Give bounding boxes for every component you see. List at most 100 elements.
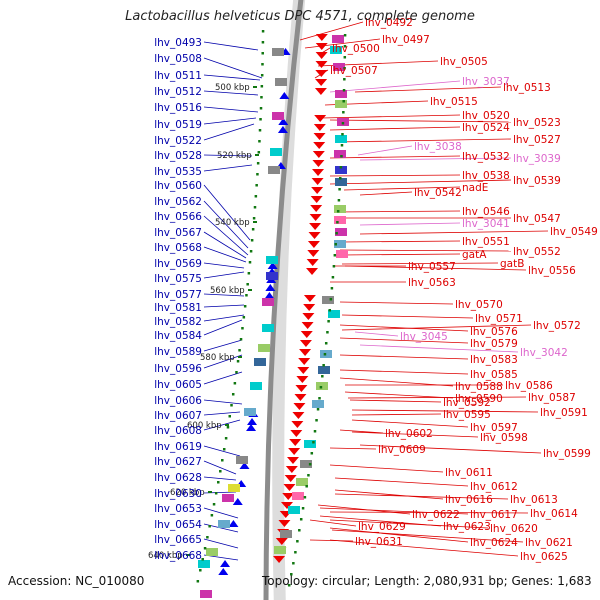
reverse-gene-arrow [313,142,326,149]
scale-tick [253,86,257,88]
gene-block [236,456,248,464]
gene-block [288,506,300,514]
gene-features [198,34,349,598]
leader-line [331,529,524,543]
ring-dot [260,74,264,77]
left-gene-labels: lhv_0493 lhv_0508 lhv_0511 lhv_0512 lhv_0516… [154,37,202,562]
leader-line [203,246,247,263]
forward-gene-arrow [239,462,250,469]
ring-dot [312,441,315,444]
right-gene-label-lhv-0629: lhv_0629 [358,521,406,533]
ring-dot [210,514,214,517]
reverse-gene-arrow [288,448,301,455]
right-gene-label-lhv-0538: lhv_0538 [462,170,510,182]
gene-block [335,135,347,143]
reverse-gene-arrow [282,493,295,500]
left-gene-label-lhv-0560: lhv_0560 [154,180,202,192]
forward-gene-arrow [218,568,229,575]
leader-line [304,38,381,49]
reverse-gene-arrow [285,466,298,473]
reverse-gene-arrow [301,322,314,329]
right-gene-label-lhv-0556: lhv_0556 [528,265,576,277]
scale-tick [208,491,212,493]
ring-dot [228,415,232,418]
ring-dot [247,272,251,275]
leader-line [334,477,469,487]
leader-line [329,539,519,557]
leader-line [203,57,263,79]
forward-gene-arrow [265,284,276,291]
ring-dot [338,188,341,191]
ring-dot [292,562,295,565]
leader-line [203,293,245,297]
reverse-gene-arrow [284,475,297,482]
scale-label-520-kbp: 520 kbp [217,151,252,161]
gene-block [266,256,278,264]
leader-line [339,429,384,434]
left-gene-label-lhv-0665: lhv_0665 [154,534,202,546]
reverse-gene-arrow [314,115,327,122]
leader-line [203,339,243,352]
left-gene-label-lhv-0596: lhv_0596 [154,363,202,375]
reverse-gene-arrow [310,205,323,212]
reverse-gene-arrow [312,169,325,176]
ring-dot [327,320,330,323]
ring-dot [261,30,265,33]
left-gene-label-lhv-0589: lhv_0589 [154,346,202,358]
gene-block [304,440,316,448]
scale-tick [238,356,242,358]
right-gene-label-lhv-0492: lhv_0492 [365,17,413,29]
left-gene-label-lhv-0584: lhv_0584 [154,330,202,342]
right-gene-label-lhv-0515: lhv_0515 [430,96,478,108]
reverse-gene-arrow [306,259,319,266]
right-gene-label-lhv-0546: lhv_0546 [462,206,510,218]
reverse-gene-arrow [302,313,315,320]
leader-line [329,527,469,543]
leader-line [309,519,357,527]
scale-tick [255,154,259,156]
right-gene-label-lhv-0524: lhv_0524 [462,122,510,134]
left-gene-label-lhv-0630: lhv_0630 [154,488,202,500]
right-gene-label-lhv-0587: lhv_0587 [528,392,576,404]
leader-line [329,126,461,131]
leader-line [299,21,364,41]
leader-line [359,230,549,235]
leader-line [329,179,512,185]
right-gene-label-lhv-0631: lhv_0631 [355,536,403,548]
leader-line [335,210,461,213]
ring-dot [303,496,307,499]
ring-dot [259,107,263,110]
left-gene-label-lhv-0575: lhv_0575 [154,273,202,285]
right-gene-label-lhv-0542: lhv_0542 [414,187,462,199]
gene-block [334,150,346,158]
forward-gene-arrow [232,498,243,505]
ring-dot [241,327,244,330]
leader-line [203,460,237,475]
reverse-gene-arrow [296,376,309,383]
reverse-gene-arrow [283,484,296,491]
scale-label-580-kbp: 580 kbp [200,353,235,363]
ring-dot [343,34,347,37]
gene-block [336,250,348,258]
forward-gene-arrow [247,418,258,425]
leader-line [203,304,245,308]
gene-block [254,358,266,366]
reverse-gene-arrow [315,61,328,68]
left-gene-label-lhv-0607: lhv_0607 [154,410,202,422]
right-gene-label-lhv-0595: lhv_0595 [443,409,491,421]
reverse-gene-arrow [303,304,316,311]
leader-line [203,507,239,519]
scale-label-640-kbp: 640 kbp [148,551,183,561]
reverse-gene-arrow [307,250,320,257]
gene-block [206,548,218,556]
gene-block [268,166,280,174]
gene-block [335,178,347,186]
left-gene-label-lhv-0567: lhv_0567 [154,227,202,239]
right-gene-label-lhv-0586: lhv_0586 [505,380,553,392]
ring-dot [239,338,243,341]
ring-dot [339,177,342,180]
ring-dot [287,584,291,587]
right-gene-label-lhv-3045: lhv_3045 [400,331,448,343]
gene-block [328,310,340,318]
ring-dot [296,540,299,543]
